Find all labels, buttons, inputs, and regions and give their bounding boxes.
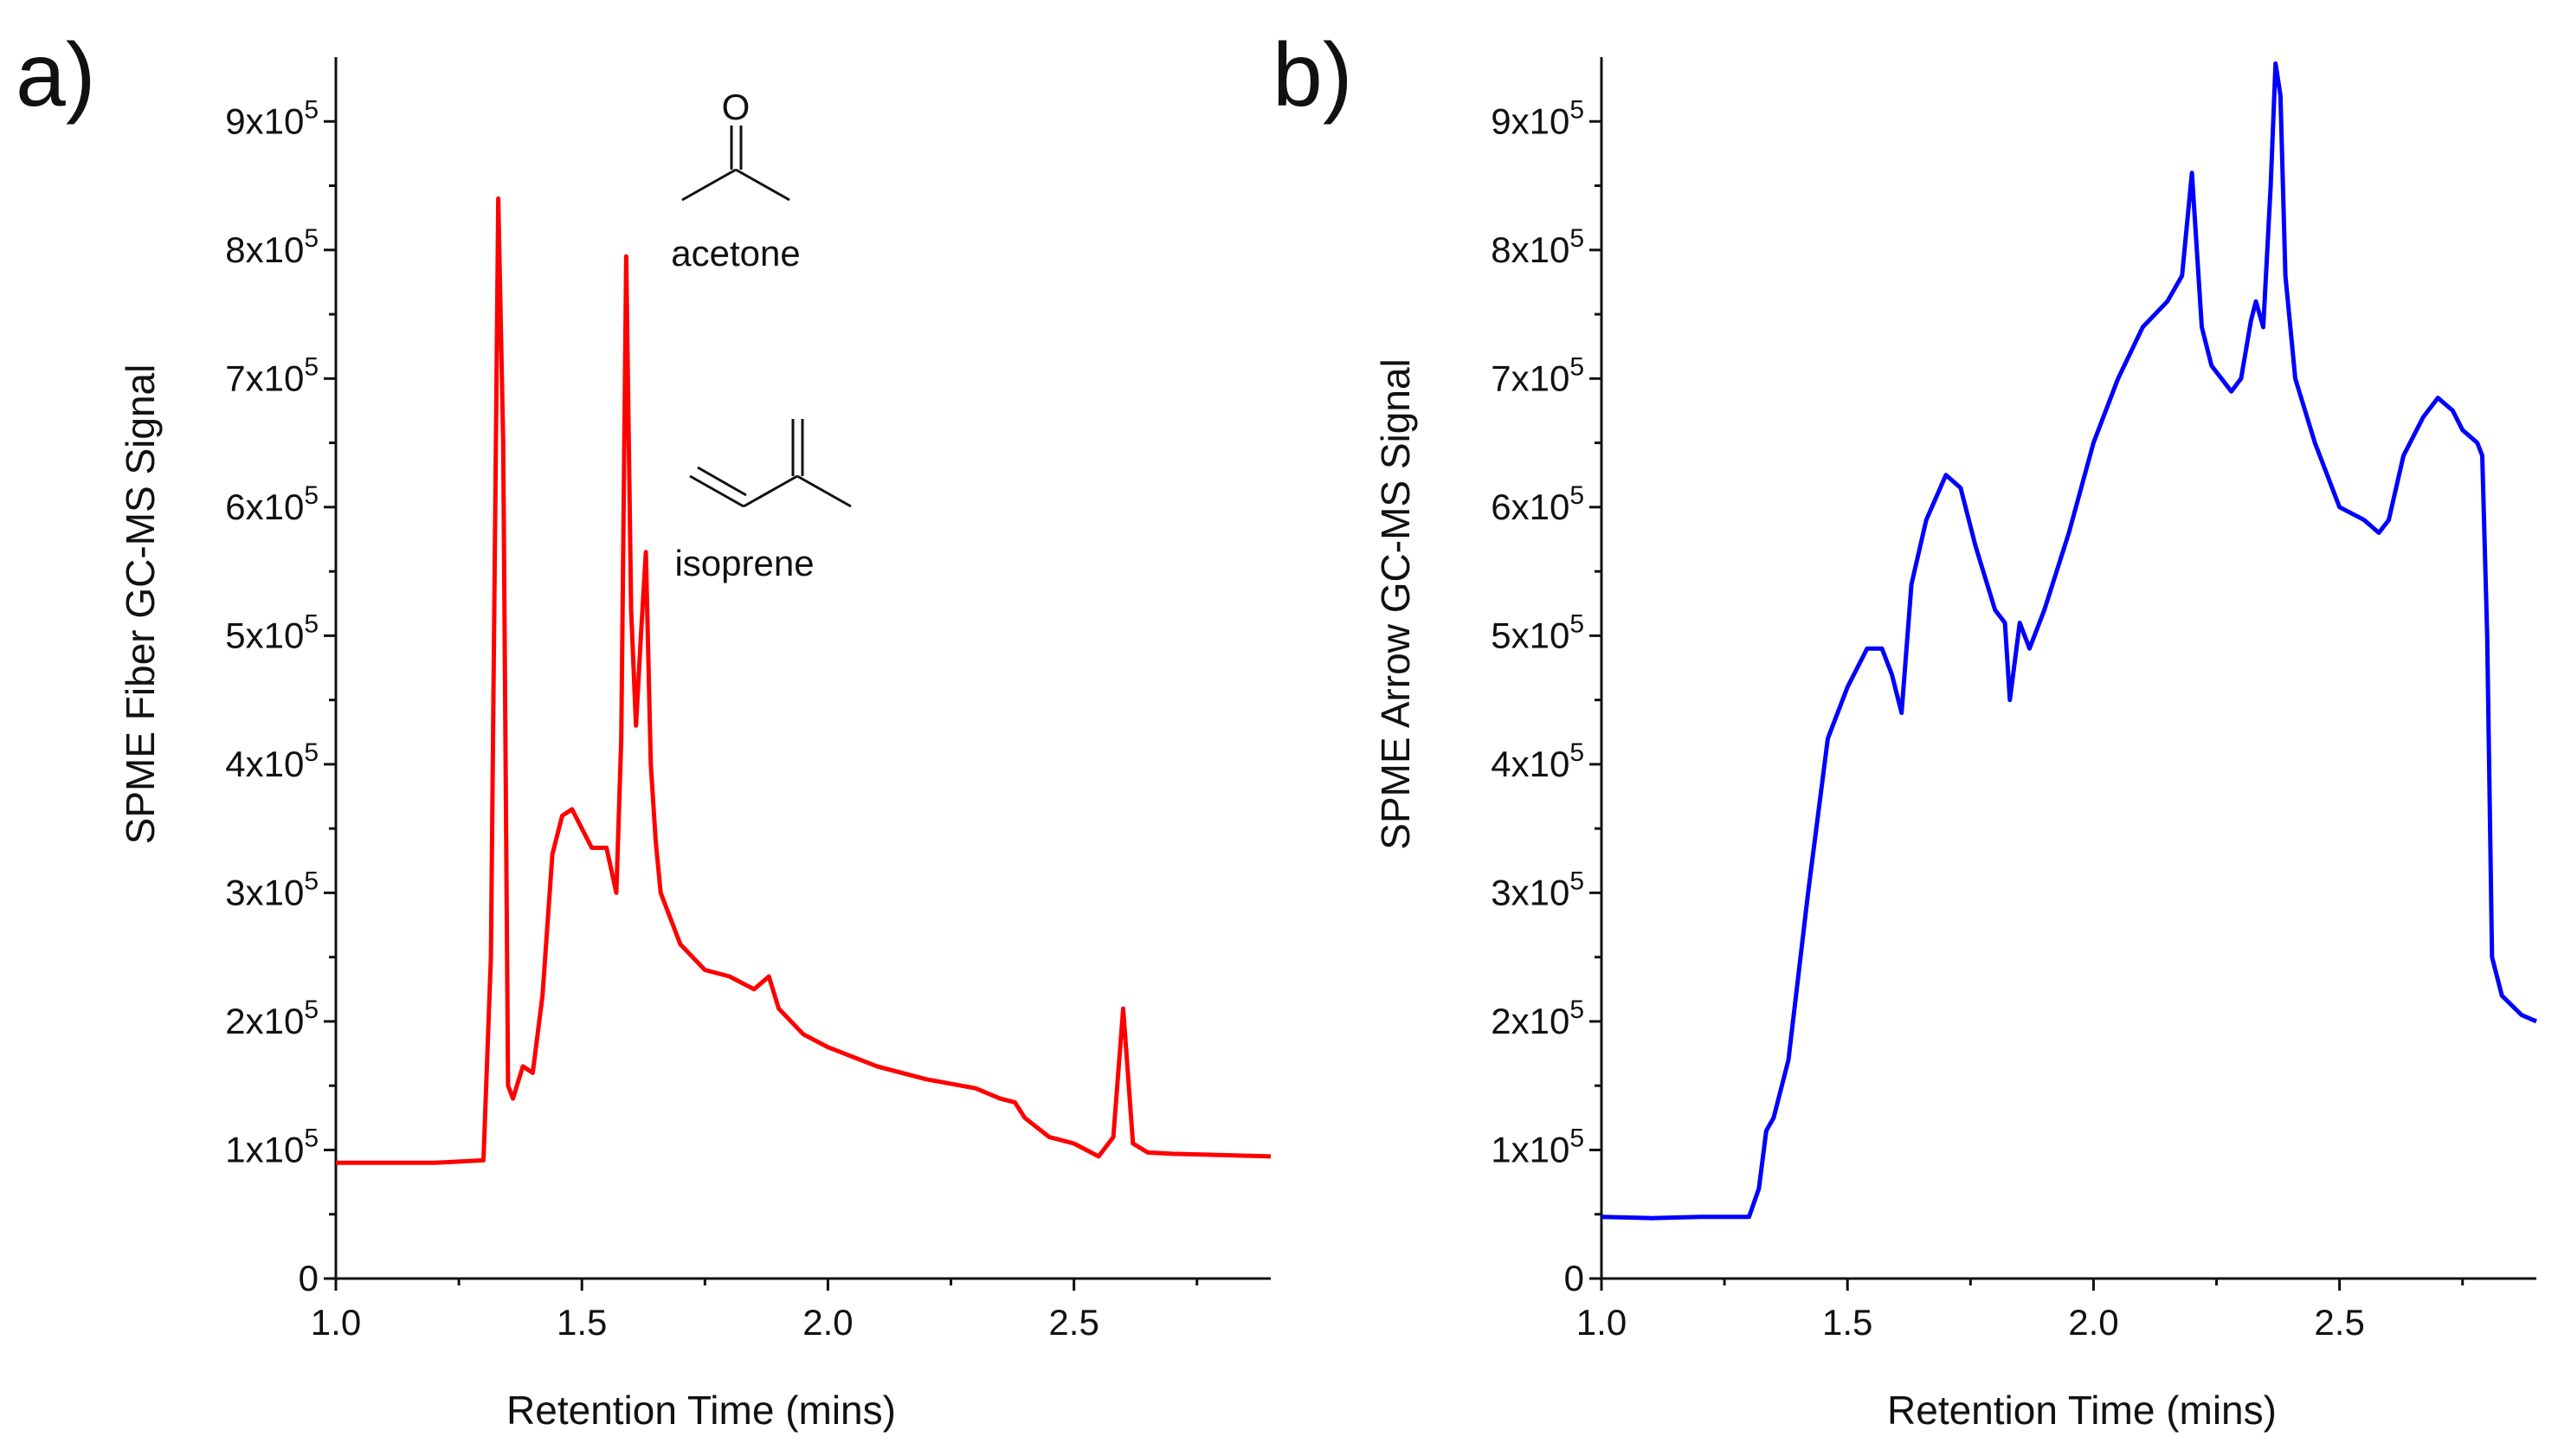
panel-a-y-tick-label: 6x105 [225, 481, 319, 527]
panel-a-chart: 0 1x105 2x105 3x105 4x105 5x105 6x105 7x105 8x10… [118, 57, 1272, 1433]
panel-a-y-tick-label: 3x105 [225, 867, 319, 912]
panel-a-x-axis-title: Retention Time (mins) [506, 1388, 896, 1433]
panel-b-y-tick-label: 2x105 [1491, 995, 1584, 1041]
panel-b-y-tick-label: 8x105 [1491, 224, 1584, 270]
panel-b-x-tick-label: 1.0 [1576, 1302, 1627, 1343]
panel-a-label: a) [16, 25, 95, 126]
panel-b-y-tick-label: 3x105 [1491, 867, 1584, 912]
panel-b-x-tick-label: 2.0 [2068, 1302, 2118, 1343]
panel-a-axes: 0 1x105 2x105 3x105 4x105 5x105 6x105 7x105 8x10… [225, 57, 1271, 1343]
panel-a-y-tick-label: 9x105 [225, 95, 319, 141]
panel-a-y-tick-label: 4x105 [225, 738, 319, 784]
panel-a-y-tick-label: 1x105 [225, 1124, 319, 1169]
isoprene-label: isoprene [674, 543, 814, 583]
panel-a-y-tick-label: 5x105 [225, 609, 319, 655]
panel-b-x-tick-label: 2.5 [2314, 1302, 2364, 1343]
panel-a-x-tick-label: 1.5 [557, 1302, 607, 1343]
panel-b-x-axis-title: Retention Time (mins) [1887, 1388, 2277, 1433]
acetone-structure: O [681, 87, 790, 202]
isoprene-structure [689, 419, 852, 508]
panel-b-chart: 0 1x105 2x105 3x105 4x105 5x105 6x105 7x105 8x10… [1373, 57, 2537, 1433]
panel-b-label: b) [1273, 25, 1352, 126]
panel-a-y-axis-title: SPME Fiber GC-MS Signal [118, 364, 163, 845]
panel-b-y-axis-title: SPME Arrow GC-MS Signal [1373, 358, 1418, 849]
panel-b-y-tick-label: 4x105 [1491, 738, 1584, 784]
panel-b-y-tick-label: 6x105 [1491, 481, 1584, 527]
panel-a-y-tick-label: 7x105 [225, 352, 319, 398]
panel-b-y-tick-label: 9x105 [1491, 95, 1584, 141]
acetone-oxygen-atom: O [722, 87, 751, 127]
panel-b-y-tick-label: 7x105 [1491, 352, 1584, 398]
panel-a-series-line [336, 196, 1272, 1165]
panel-a-y-tick-label: 0 [299, 1258, 319, 1298]
panel-b-series-line [1601, 61, 2537, 1221]
acetone-label: acetone [671, 233, 800, 274]
panel-b-x-tick-label: 1.5 [1822, 1302, 1872, 1343]
panel-b-y-tick-label: 1x105 [1491, 1124, 1584, 1169]
panel-a-x-tick-label: 2.0 [802, 1302, 853, 1343]
panel-a-x-tick-label: 1.0 [311, 1302, 361, 1343]
panel-a-x-tick-label: 2.5 [1048, 1302, 1099, 1343]
panel-b-y-tick-label: 5x105 [1491, 609, 1584, 655]
panel-b-y-tick-label: 0 [1564, 1258, 1584, 1298]
panel-a-y-tick-label: 2x105 [225, 995, 319, 1041]
panel-b-axes: 0 1x105 2x105 3x105 4x105 5x105 6x105 7x105 8x10… [1491, 57, 2536, 1343]
panel-a-y-tick-label: 8x105 [225, 224, 319, 270]
